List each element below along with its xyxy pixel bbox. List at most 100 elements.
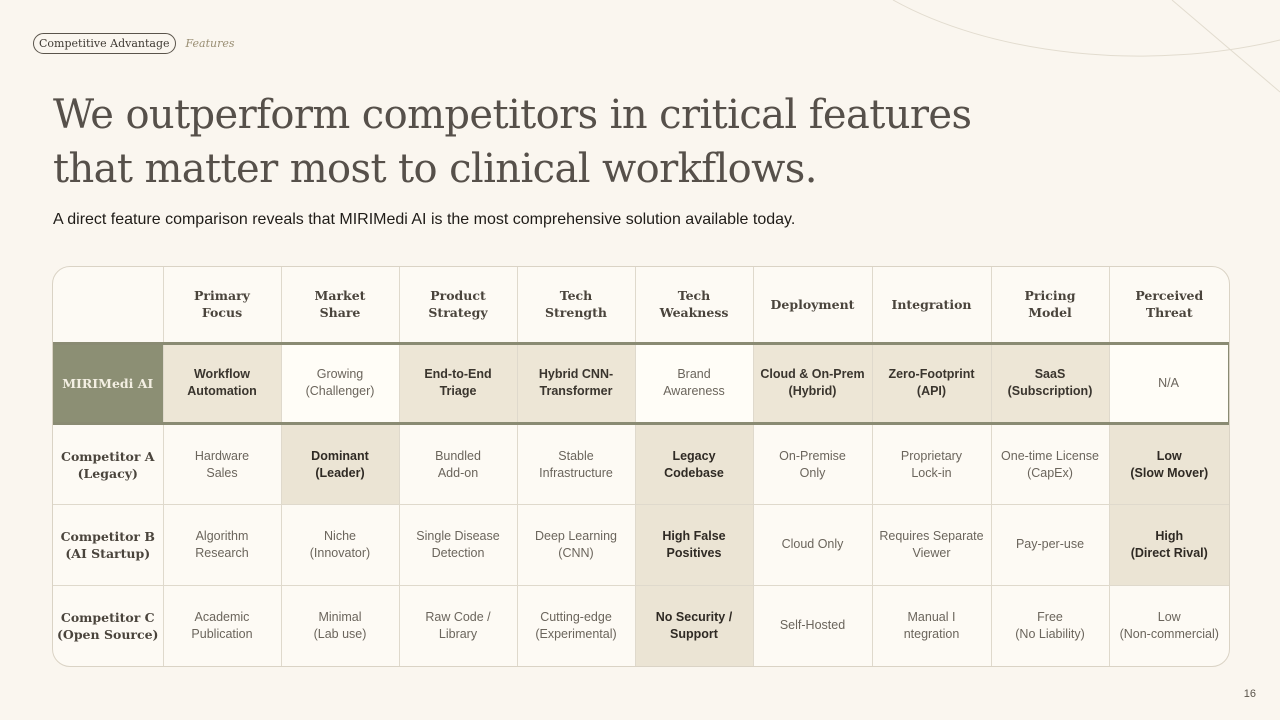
table-cell: Academic Publication: [163, 585, 282, 666]
text-line: Competitor A: [61, 448, 155, 464]
text-line: Focus: [201, 305, 243, 321]
text-line: High False: [662, 528, 726, 543]
text-line: (Direct Rival): [1130, 545, 1208, 560]
table-corner-cell: [53, 267, 164, 343]
column-header: Deployment: [753, 267, 873, 343]
table-cell: Hardware Sales: [163, 423, 282, 505]
text-line: (Legacy): [77, 465, 138, 481]
row-label: Competitor C (Open Source): [53, 585, 164, 666]
table-cell: Brand Awareness: [635, 341, 754, 426]
column-header: Pricing Model: [991, 267, 1110, 343]
table-row: MIRIMedi AI Workflow Automation Growing (Cha…: [53, 341, 1229, 426]
text-line: (CapEx): [1027, 465, 1073, 480]
text-line: (API): [916, 384, 947, 399]
table-cell: Cutting-edge (Experimental): [517, 585, 636, 666]
text-line: Low: [1157, 609, 1181, 624]
text-line: Brand: [677, 367, 711, 382]
text-line: One-time License: [1001, 448, 1099, 463]
text-line: Competitor C: [60, 609, 155, 625]
text-line: Codebase: [664, 465, 724, 480]
text-line: Tech: [559, 288, 593, 304]
row-label: Competitor B (AI Startup): [53, 504, 164, 586]
row-label: MIRIMedi AI: [53, 341, 164, 426]
text-line: On-Premise: [779, 448, 846, 463]
page-subtitle: A direct feature comparison reveals that…: [53, 211, 796, 228]
text-line: Minimal: [318, 609, 362, 624]
table-cell: Growing (Challenger): [281, 341, 400, 426]
text-line: Share: [319, 305, 361, 321]
breadcrumb-page-label: Features: [185, 37, 235, 50]
text-line: Weakness: [659, 305, 729, 321]
table-row: Competitor C (Open Source) Academic Publica…: [53, 585, 1229, 666]
text-line: Strategy: [428, 305, 488, 321]
table-cell: N/A: [1109, 341, 1229, 426]
highlighted-cell: End-to-End Triage: [399, 341, 518, 426]
text-line: Proprietary: [900, 448, 963, 463]
table-cell: Self-Hosted: [753, 585, 873, 666]
text-line: Triage: [439, 384, 477, 399]
text-line: Product: [430, 288, 486, 304]
text-line: Pricing: [1024, 288, 1076, 304]
text-line: Positives: [666, 545, 722, 560]
page-number: 16: [1243, 688, 1256, 700]
column-header: Integration: [872, 267, 992, 343]
table-cell: Low (Non-commercial): [1109, 585, 1229, 666]
column-header: Product Strategy: [399, 267, 518, 343]
text-line: Growing: [316, 367, 364, 382]
text-line: (Slow Mover): [1130, 465, 1209, 480]
column-header: Tech Weakness: [635, 267, 754, 343]
column-header: Market Share: [281, 267, 400, 343]
feature-comparison-table: Primary Focus Market Share Product Strategy Te…: [52, 266, 1230, 667]
text-line: Deep Learning: [534, 528, 617, 543]
text-line: Tech: [677, 288, 711, 304]
highlighted-cell: High (Direct Rival): [1109, 504, 1229, 586]
highlighted-cell: Cloud & On-Prem (Hybrid): [753, 341, 873, 426]
row-label: Competitor A (Legacy): [53, 423, 164, 505]
text-line: Academic: [194, 609, 250, 624]
table-cell: Manual I ntegration: [872, 585, 992, 666]
page-title: We outperform competitors in critical fe…: [53, 88, 1053, 196]
table-header-row: Primary Focus Market Share Product Strategy Te…: [53, 267, 1229, 343]
text-line: (No Liability): [1015, 626, 1085, 641]
text-line: Support: [670, 626, 718, 641]
text-line: Bundled: [435, 448, 481, 463]
highlighted-cell: Dominant (Leader): [281, 423, 400, 505]
highlighted-cell: Legacy Codebase: [635, 423, 754, 505]
text-line: End-to-End: [424, 367, 492, 382]
text-line: Hybrid CNN-: [538, 367, 614, 382]
text-line: Perceived: [1135, 288, 1204, 304]
text-line: Zero-Footprint: [888, 367, 975, 382]
text-line: (Open Source): [57, 626, 159, 642]
table-row: Competitor A (Legacy) Hardware Sales Dominan…: [53, 423, 1229, 505]
text-line: Market: [314, 288, 366, 304]
text-line: Awareness: [663, 384, 725, 399]
text-line: Infrastructure: [539, 465, 613, 480]
text-line: (AI Startup): [65, 545, 151, 561]
text-line: N/A: [1158, 375, 1179, 390]
text-line: Only: [799, 465, 826, 480]
table-cell: Free (No Liability): [991, 585, 1110, 666]
text-line: (Subscription): [1007, 384, 1093, 399]
text-line: Legacy: [672, 448, 716, 463]
text-line: (Leader): [315, 465, 365, 480]
table-row: Competitor B (AI Startup) Algorithm Researc…: [53, 504, 1229, 586]
table-cell: Raw Code / Library: [399, 585, 518, 666]
text-line: Manual I: [907, 609, 956, 624]
text-line: (Lab use): [313, 626, 367, 641]
table-cell: One-time License (CapEx): [991, 423, 1110, 505]
text-line: Pay-per-use: [1015, 537, 1085, 552]
highlighted-cell: Hybrid CNN- Transformer: [517, 341, 636, 426]
text-line: Automation: [187, 384, 257, 399]
table-cell: Cloud Only: [753, 504, 873, 586]
text-line: (Challenger): [305, 384, 375, 399]
table-cell: Pay-per-use: [991, 504, 1110, 586]
text-line: No Security /: [655, 609, 733, 624]
text-line: Detection: [431, 545, 485, 560]
text-line: Threat: [1145, 305, 1193, 321]
text-line: Transformer: [539, 384, 613, 399]
text-line: Integration: [891, 296, 972, 312]
table-cell: Single Disease Detection: [399, 504, 518, 586]
text-line: Model: [1028, 305, 1072, 321]
page-title-line-2: that matter most to clinical workflows.: [53, 146, 817, 192]
page-title-line-1: We outperform competitors in critical fe…: [53, 92, 972, 138]
